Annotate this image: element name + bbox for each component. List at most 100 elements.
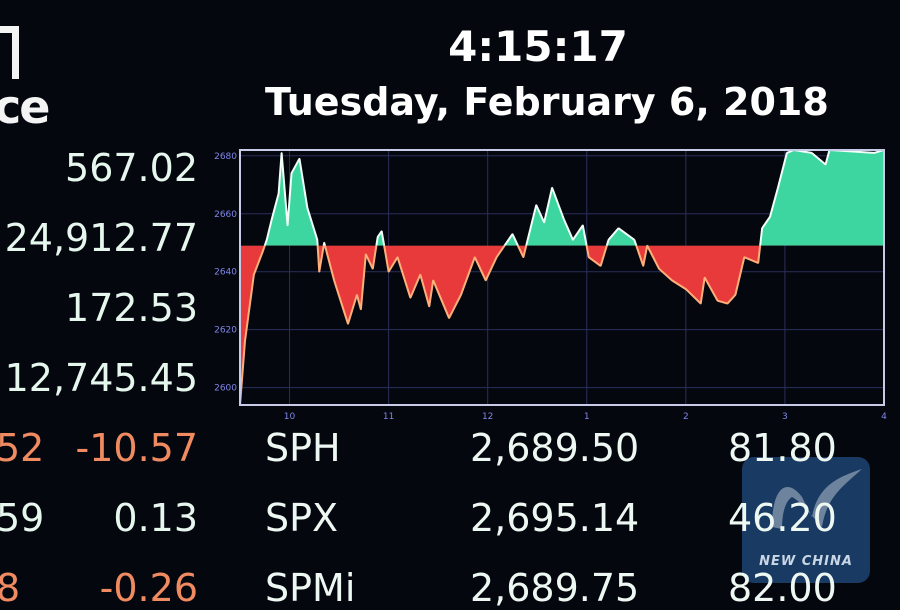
price-point — [607, 239, 610, 241]
price-line-segment — [460, 256, 476, 296]
price-point — [726, 302, 729, 305]
price-line-segment — [543, 187, 554, 223]
x-tick-label: 11 — [383, 412, 394, 422]
price-point — [685, 288, 687, 290]
price-line-segment — [484, 256, 498, 281]
price-point — [716, 299, 719, 302]
price-point — [428, 305, 431, 308]
price-line-segment — [448, 294, 462, 319]
price-point — [699, 302, 702, 305]
cut-value: 59 — [0, 496, 45, 540]
price-point — [810, 152, 813, 154]
price-line-segment — [387, 256, 399, 273]
clock-time: 4:15:17 — [448, 22, 628, 71]
price-line-segment — [572, 224, 584, 241]
price-point — [587, 256, 590, 259]
price-line-segment — [658, 268, 673, 282]
price-line-segment — [359, 254, 367, 310]
index-change: 0.13 — [113, 496, 198, 540]
price-line-segment — [306, 207, 319, 241]
price-point — [642, 265, 645, 267]
price-line-segment — [383, 245, 390, 272]
price-point — [323, 241, 326, 244]
price-line-segment — [703, 277, 719, 302]
price-line-segment — [551, 187, 565, 220]
clock-date: Tuesday, February 6, 2018 — [265, 80, 829, 124]
price-line-segment — [396, 256, 412, 299]
price-point — [484, 279, 487, 282]
quote-symbol: SPX — [265, 496, 339, 540]
price-line-segment — [605, 239, 610, 246]
price-point — [244, 340, 246, 343]
price-point — [563, 218, 565, 221]
price-point — [824, 163, 827, 166]
price-line-segment — [290, 158, 301, 174]
price-line-segment — [419, 274, 431, 307]
price-point — [474, 256, 476, 259]
price-line-segment — [364, 253, 374, 270]
price-point — [658, 268, 660, 270]
price-point — [277, 192, 280, 195]
price-line-segment — [409, 274, 422, 299]
y-tick-label: 2660 — [214, 210, 237, 220]
x-tick-label: 3 — [782, 412, 788, 422]
price-point — [734, 294, 737, 296]
price-point — [671, 279, 673, 282]
price-point — [306, 207, 309, 209]
price-point — [572, 239, 574, 241]
price-point — [396, 256, 399, 259]
price-point — [786, 152, 788, 154]
quote-price: 2,689.75 — [470, 566, 640, 610]
exchange-logo-text: ce — [0, 80, 50, 134]
price-line-segment — [646, 245, 660, 270]
price-line-segment — [316, 245, 321, 272]
price-point — [253, 273, 255, 276]
index-value: 24,912.77 — [4, 216, 198, 260]
plot-frame — [239, 149, 885, 406]
price-point — [582, 224, 584, 227]
price-point — [551, 186, 553, 189]
price-line-segment — [824, 150, 831, 165]
price-point — [270, 218, 273, 221]
price-line-segment — [270, 193, 280, 220]
index-change: -10.57 — [75, 426, 199, 470]
new-china-logo-icon — [772, 469, 862, 529]
quote-price: 2,695.14 — [470, 496, 640, 540]
price-point — [360, 308, 362, 311]
price-line-segment — [265, 219, 273, 241]
y-tick-label: 2640 — [214, 268, 237, 278]
price-line-segment — [757, 245, 762, 264]
price-line-segment — [633, 239, 638, 246]
price-line-segment — [371, 245, 378, 269]
price-line-segment — [726, 294, 737, 305]
price-line-segment — [635, 245, 645, 267]
price-point — [371, 268, 374, 270]
exchange-logo-mark — [0, 26, 19, 79]
index-value: 172.53 — [65, 286, 198, 330]
price-line-segment — [347, 294, 358, 325]
watermark-text: NEW CHINA — [759, 554, 853, 569]
price-point — [617, 227, 620, 230]
price-line-segment — [717, 299, 728, 305]
price-line-segment — [599, 245, 608, 267]
price-line-segment — [588, 256, 602, 267]
price-point — [543, 221, 545, 224]
x-tick-label: 4 — [881, 412, 887, 422]
price-point — [522, 256, 525, 259]
price-line-segment — [252, 251, 264, 275]
quote-change: 81.80 — [728, 426, 837, 470]
price-point — [495, 256, 498, 259]
price-line-segment — [759, 228, 764, 246]
x-tick-label: 2 — [683, 412, 689, 422]
price-point — [535, 204, 538, 206]
price-point — [380, 230, 383, 232]
price-line-segment — [516, 245, 525, 258]
price-point — [387, 270, 390, 273]
price-point — [511, 233, 514, 235]
price-point — [757, 262, 759, 264]
y-tick-label: 2620 — [214, 326, 237, 336]
price-point — [633, 239, 636, 241]
price-point — [873, 152, 875, 154]
price-line-segment — [563, 219, 574, 241]
price-line-segment — [685, 288, 702, 305]
